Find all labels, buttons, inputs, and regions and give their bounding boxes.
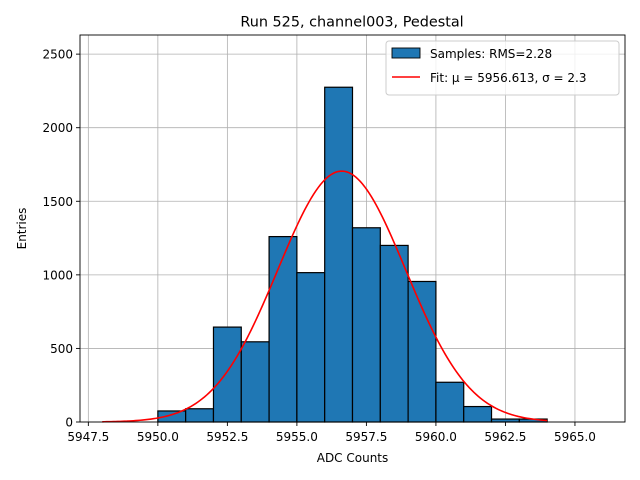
legend-swatch-samples — [391, 47, 421, 59]
histogram-bar — [212, 326, 242, 423]
y-axis: 0 500 1000 1500 2000 2500 — [42, 48, 80, 430]
histogram-bar — [351, 227, 381, 423]
x-tick-label: 5960.0 — [415, 430, 457, 444]
y-axis-label: Entries — [15, 208, 29, 250]
x-tick-label: 5955.0 — [276, 430, 318, 444]
histogram-bar — [296, 272, 326, 423]
histogram-bar — [407, 280, 437, 423]
x-axis-label: ADC Counts — [317, 451, 389, 465]
histogram-bar — [324, 86, 354, 423]
legend: Samples: RMS=2.28 Fit: μ = 5956.613, σ =… — [385, 40, 620, 96]
histogram-bar — [379, 244, 409, 423]
legend-label-fit: Fit: μ = 5956.613, σ = 2.3 — [430, 71, 587, 85]
histogram-bar — [185, 408, 215, 423]
x-tick-label: 5965.0 — [554, 430, 596, 444]
y-tick-label: 2500 — [42, 48, 73, 62]
y-tick-label: 0 — [65, 416, 73, 430]
x-tick-label: 5962.5 — [484, 430, 526, 444]
gaussian-fit-curve — [102, 170, 548, 423]
histogram-bar — [240, 341, 270, 423]
plot-area-frame — [79, 34, 626, 423]
x-tick-label: 5957.5 — [345, 430, 387, 444]
legend-frame — [385, 40, 620, 96]
x-axis: 5947.5 5950.0 5952.5 5955.0 5957.5 5960.0 5962… — [67, 422, 596, 444]
histogram-bar — [268, 235, 298, 423]
y-tick-label: 2000 — [42, 121, 73, 135]
chart-title: Run 525, channel003, Pedestal — [240, 15, 463, 31]
x-tick-label: 5947.5 — [67, 430, 109, 444]
x-tick-label: 5950.0 — [137, 430, 179, 444]
histogram-bar — [463, 405, 493, 423]
x-tick-label: 5952.5 — [206, 430, 248, 444]
legend-label-samples: Samples: RMS=2.28 — [430, 47, 552, 61]
y-tick-label: 1000 — [42, 268, 73, 282]
y-tick-label: 1500 — [42, 195, 73, 209]
histogram-bar — [435, 381, 465, 423]
histogram-bars — [157, 86, 548, 423]
y-tick-label: 500 — [50, 342, 73, 356]
